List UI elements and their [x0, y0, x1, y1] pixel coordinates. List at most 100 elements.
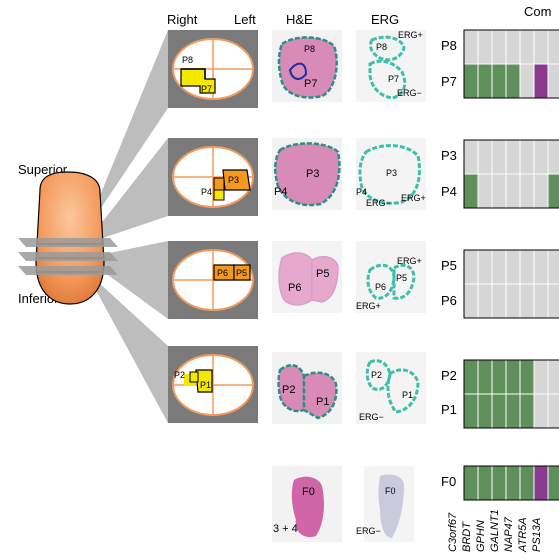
heatmap-cell-p2-5: [533, 359, 549, 395]
heatmap-cell-p7-1: [477, 63, 493, 99]
erg3-label-p6: P6: [375, 282, 387, 292]
row-label-p7: P7: [441, 74, 457, 89]
ov4-label-p1: P1: [200, 380, 212, 390]
cut-plane-2: [18, 252, 118, 261]
heatmap-cell-p5-6: [547, 249, 559, 285]
ov4-label-p2: P2: [174, 370, 186, 380]
header-left: Left: [234, 12, 256, 27]
erg4-label-p2: P2: [371, 370, 383, 380]
heatmap-cell-p5-3: [505, 249, 521, 285]
heatmap-cell-f0-2: [491, 465, 507, 501]
heatmap-cell-p2-4: [519, 359, 535, 395]
he-thumb-2: [272, 138, 342, 210]
erg-thumb-5: [364, 466, 414, 542]
erg3-label-p5: P5: [396, 273, 408, 283]
heatmap-cell-f0-5: [533, 465, 549, 501]
section-overview-4: [168, 346, 258, 423]
he2-label-p3: P3: [306, 168, 320, 180]
heatmap-cell-p1-1: [477, 393, 493, 429]
heatmap-cell-f0-6: [547, 465, 559, 501]
heatmap-cell-p5-1: [477, 249, 493, 285]
row-label-p3: P3: [441, 148, 457, 163]
erg2-label-p4: P4: [356, 187, 368, 197]
heatmap-cell-f0-1: [477, 465, 493, 501]
gene-label-2: GPHN: [475, 520, 487, 552]
gene-label-3: GALNT1: [489, 509, 501, 552]
heatmap-cell-f0-3: [505, 465, 521, 501]
heatmap-cell-p7-0: [463, 63, 479, 99]
section-overview-2: [168, 138, 258, 216]
heatmap-panel-frame-4: [463, 465, 559, 501]
heatmap-cell-p1-0: [463, 393, 479, 429]
heatmap-cell-p5-2: [491, 249, 507, 285]
gene-label-6: PS13A: [531, 517, 543, 552]
row-label-p2: P2: [441, 368, 457, 383]
he-thumb-5: [272, 466, 342, 542]
erg-thumb-2: [356, 138, 426, 210]
heatmap-cell-p4-5: [533, 173, 549, 209]
heatmap-cell-p2-3: [505, 359, 521, 395]
he-thumb-3: [272, 241, 342, 313]
heatmap-group: [463, 29, 559, 501]
ov2-label-p3: P3: [228, 175, 240, 185]
row-label-p5: P5: [441, 258, 457, 273]
heatmap-cell-p6-5: [533, 283, 549, 319]
erg2-label-ergneg: ERG−: [366, 198, 391, 208]
he-thumb-1: [272, 30, 342, 102]
he5-label-gleason: 3 + 4: [273, 523, 298, 535]
erg4-label-p1: P1: [402, 390, 414, 400]
heatmap-cell-p2-6: [547, 359, 559, 395]
ov3-label-p5: P5: [236, 268, 248, 278]
fan-section-4: [85, 270, 168, 423]
section-overview-1: [168, 30, 258, 108]
heatmap-cell-p2-2: [491, 359, 507, 395]
row-label-p8: P8: [441, 38, 457, 53]
erg1-label-p7: P7: [388, 74, 400, 84]
heatmap-cell-p4-3: [505, 173, 521, 209]
heatmap-cell-p3-1: [477, 139, 493, 175]
heatmap-panel-frame-2: [463, 249, 559, 319]
header-right: Right: [167, 12, 198, 27]
erg-thumb-4: [356, 352, 426, 424]
ov1-label-p7: P7: [201, 84, 213, 94]
heatmap-cell-p8-4: [519, 29, 535, 65]
ov2-label-p4: P4: [201, 187, 213, 197]
erg5-label-f0: F0: [385, 486, 396, 496]
heatmap-cell-p2-1: [477, 359, 493, 395]
heatmap-cell-p5-0: [463, 249, 479, 285]
gene-label-5: ATR5A: [517, 517, 529, 552]
he-thumb-4: [272, 352, 342, 424]
header-he: H&E: [286, 12, 313, 27]
erg4-label-ergneg: ERG−: [359, 412, 384, 422]
heatmap-cell-p5-4: [519, 249, 535, 285]
heatmap-cell-p5-5: [533, 249, 549, 285]
heatmap-cell-p7-4: [519, 63, 535, 99]
heatmap-cell-p8-5: [533, 29, 549, 65]
row-label-p6: P6: [441, 293, 457, 308]
heatmap-cell-p1-4: [519, 393, 535, 429]
ov3-label-p6: P6: [217, 268, 229, 278]
cut-plane-3: [18, 266, 118, 275]
heatmap-cell-p1-3: [505, 393, 521, 429]
erg3-label-ergpos2: ERG+: [356, 301, 381, 311]
section-overview-3: [168, 241, 258, 319]
heatmap-cell-p4-6: [547, 173, 559, 209]
he1-label-p7: P7: [304, 78, 318, 90]
heatmap-cell-p8-1: [477, 29, 493, 65]
heatmap-cell-p1-5: [533, 393, 549, 429]
heatmap-cell-p3-3: [505, 139, 521, 175]
heatmap-cell-p6-1: [477, 283, 493, 319]
erg1-label-ergneg: ERG−: [397, 88, 422, 98]
heatmap-panel-frame-0: [463, 29, 559, 99]
heatmap-cell-f0-0: [463, 465, 479, 501]
erg-thumb-3: [356, 241, 426, 313]
row-label-p1: P1: [441, 402, 457, 417]
he1-label-p8: P8: [304, 44, 316, 54]
heatmap-cell-p6-6: [547, 283, 559, 319]
he3-label-p5: P5: [316, 268, 330, 280]
erg3-label-ergpos1: ERG+: [397, 256, 422, 266]
gene-label-4: NAP47: [503, 517, 515, 552]
he5-label-f0: F0: [302, 486, 315, 498]
heatmap-panel-frame-1: [463, 139, 559, 209]
row-label-f0: F0: [441, 474, 457, 489]
